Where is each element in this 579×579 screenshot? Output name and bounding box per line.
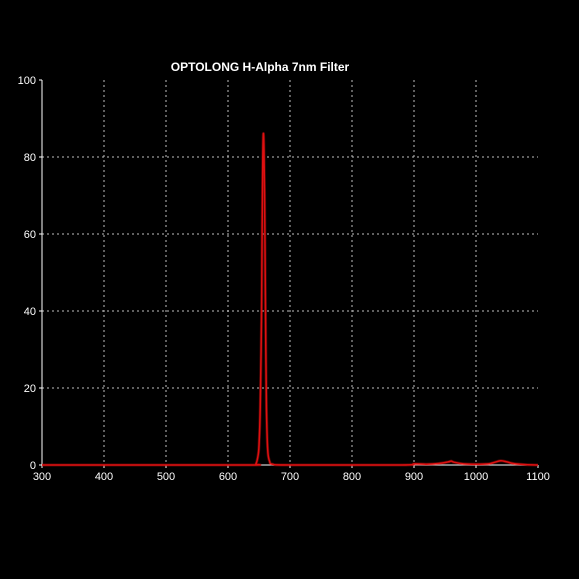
y-tick-label: 40 [24, 306, 36, 318]
x-tick-label: 500 [157, 471, 175, 483]
y-tick-label: 100 [18, 75, 36, 87]
x-axis-ticks: 300 400 500 600 700 800 900 1000 1100 [33, 465, 550, 483]
x-tick-label: 900 [405, 471, 423, 483]
x-tick-label: 600 [219, 471, 237, 483]
x-tick-label: 800 [343, 471, 361, 483]
chart-title: OPTOLONG H-Alpha 7nm Filter [171, 60, 350, 74]
transmission-curve [42, 132, 539, 466]
y-axis-ticks: 0 20 40 60 80 100 [18, 75, 42, 472]
x-tick-label: 400 [95, 471, 113, 483]
y-tick-label: 20 [24, 383, 36, 395]
x-tick-label: 700 [281, 471, 299, 483]
x-tick-label: 1000 [464, 471, 488, 483]
x-tick-label: 1100 [526, 471, 550, 483]
grid-lines [42, 80, 538, 465]
y-tick-label: 80 [24, 152, 36, 164]
x-tick-label: 300 [33, 471, 51, 483]
axes [41, 80, 538, 466]
series-group [42, 131, 539, 467]
y-tick-label: 60 [24, 229, 36, 241]
y-tick-label: 0 [30, 460, 36, 472]
